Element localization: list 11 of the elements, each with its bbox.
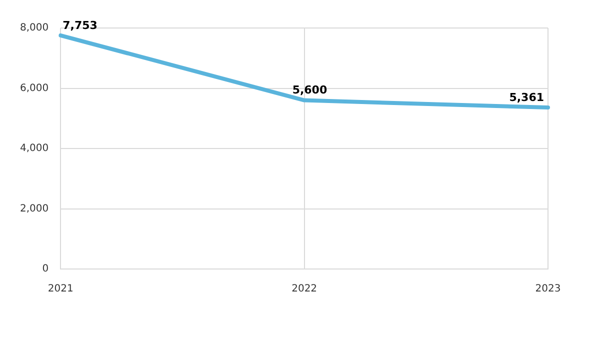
- y-tick-label: 8,000: [20, 22, 49, 34]
- data-label: 7,753: [62, 18, 98, 32]
- y-tick-label: 0: [42, 264, 49, 275]
- y-tick-label: 6,000: [20, 82, 49, 94]
- data-label: 5,600: [292, 84, 328, 97]
- y-tick-label: 4,000: [20, 143, 49, 154]
- x-tick-label: 2022: [292, 284, 318, 295]
- y-tick-label: 2,000: [20, 203, 49, 214]
- x-tick-label: 2023: [535, 284, 561, 295]
- x-tick-label: 2021: [48, 284, 74, 295]
- data-label: 5,361: [509, 90, 544, 104]
